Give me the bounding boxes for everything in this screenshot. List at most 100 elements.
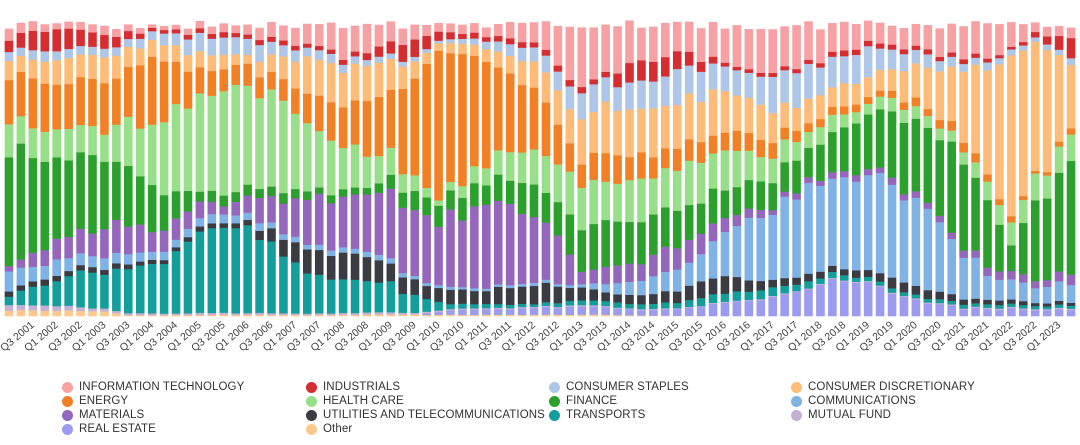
bar-segment: [851, 49, 861, 56]
bar-segment: [279, 256, 288, 314]
legend-item[interactable]: MATERIALS: [62, 408, 144, 422]
bar-segment: [1066, 64, 1076, 129]
bar-segment: [16, 143, 26, 260]
bar-segment: [613, 282, 622, 295]
bar-segment: [792, 130, 801, 143]
bar-segment: [529, 61, 539, 88]
bar-segment: [708, 56, 718, 64]
legend-item[interactable]: Other: [306, 422, 352, 436]
bar-segment: [649, 178, 658, 215]
bar-segment: [88, 255, 97, 268]
legend-item[interactable]: CONSUMER STAPLES: [549, 380, 689, 394]
legend-label: REAL ESTATE: [79, 423, 156, 435]
legend-item[interactable]: CONSUMER DISCRETIONARY: [791, 380, 975, 394]
bar-segment: [971, 303, 980, 307]
bar-segment: [40, 305, 50, 311]
bar-segment: [52, 84, 61, 130]
legend-item[interactable]: INFORMATION TECHNOLOGY: [62, 380, 244, 394]
bar-segment: [28, 50, 38, 60]
bar-segment: [768, 142, 777, 159]
bar-segment: [446, 289, 455, 305]
legend-item[interactable]: HEALTH CARE: [306, 394, 404, 408]
legend-item[interactable]: MUTUAL FUND: [791, 408, 891, 422]
legend-item[interactable]: INDUSTRIALS: [306, 380, 400, 394]
bar-segment: [875, 96, 885, 110]
bar-segment: [553, 303, 563, 308]
bar-segment: [493, 284, 503, 287]
bar-segment: [64, 83, 73, 129]
bar-segment: [446, 23, 455, 33]
bar-segment: [458, 38, 467, 44]
legend-item[interactable]: ENERGY: [62, 394, 128, 408]
legend-item[interactable]: REAL ESTATE: [62, 422, 156, 436]
bar-segment: [804, 273, 813, 282]
bar-segment: [505, 180, 515, 204]
bar-segment: [768, 72, 777, 77]
legend-item[interactable]: TRANSPORTS: [549, 408, 645, 422]
bar-segment: [267, 186, 276, 197]
bar-segment: [386, 174, 396, 189]
bar-segment: [470, 309, 479, 316]
legend-item[interactable]: COMMUNICATIONS: [791, 394, 916, 408]
bar-segment: [601, 219, 610, 267]
bar-segment: [1042, 306, 1052, 310]
bar-segment: [887, 111, 897, 178]
bar-segment: [935, 119, 945, 129]
bar-segment: [995, 309, 1004, 317]
bar-segment: [828, 22, 837, 52]
bar-segment: [828, 171, 837, 179]
bar-segment: [780, 127, 789, 140]
bar-segment: [64, 305, 73, 311]
bar-segment: [4, 296, 14, 306]
bar-segment: [398, 44, 408, 62]
bar-segment: [1007, 303, 1016, 307]
bar-segment: [28, 21, 38, 31]
bar-segment: [732, 225, 742, 278]
bar-segment: [780, 277, 789, 286]
bar-segment: [410, 312, 419, 315]
bar-segment: [16, 22, 26, 34]
bar-segment: [708, 135, 718, 154]
legend-label: UTILITIES AND TELECOMMUNICATIONS: [323, 409, 545, 421]
bar-segment: [207, 213, 217, 224]
legend-swatch-icon: [62, 409, 73, 421]
bar-segment: [88, 32, 97, 47]
legend-swatch-icon: [549, 381, 560, 393]
bar-segment: [446, 310, 455, 315]
bar-segment: [517, 22, 527, 43]
bar-segment: [684, 306, 694, 309]
bar-segment: [625, 156, 634, 181]
legend-item[interactable]: FINANCE: [549, 394, 617, 408]
bar-segment: [1030, 310, 1040, 317]
bar-segment: [744, 69, 754, 73]
bar-segment: [398, 66, 408, 90]
bar-segment: [100, 48, 109, 58]
bar-segment: [64, 270, 73, 277]
bar-segment: [553, 235, 563, 285]
bar-segment: [589, 27, 598, 80]
bar-segment: [16, 267, 26, 286]
bar-segment: [541, 307, 551, 315]
bar-segment: [851, 123, 861, 176]
bar-segment: [326, 53, 336, 63]
bar-segment: [875, 273, 885, 282]
bar-segment: [792, 25, 801, 70]
bar-segment: [446, 314, 455, 317]
bar-segment: [231, 223, 240, 229]
bar-segment: [219, 227, 229, 313]
legend-item[interactable]: UTILITIES AND TELECOMMUNICATIONS: [306, 408, 545, 422]
bar-segment: [649, 309, 658, 316]
bar-segment: [183, 190, 193, 212]
bar-segment: [398, 314, 408, 317]
bar-segment: [601, 307, 610, 315]
bar-segment: [887, 177, 897, 185]
bar-segment: [303, 93, 312, 124]
bar-segment: [231, 64, 240, 85]
bar-segment: [995, 58, 1004, 65]
bar-segment: [851, 23, 861, 50]
bar-segment: [314, 314, 324, 317]
bar-segment: [398, 192, 408, 208]
bar-segment: [493, 24, 503, 37]
bar-segment: [231, 314, 240, 317]
